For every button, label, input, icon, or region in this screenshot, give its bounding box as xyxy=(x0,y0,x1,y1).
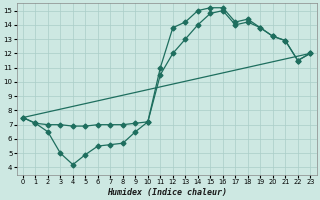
X-axis label: Humidex (Indice chaleur): Humidex (Indice chaleur) xyxy=(107,188,227,197)
